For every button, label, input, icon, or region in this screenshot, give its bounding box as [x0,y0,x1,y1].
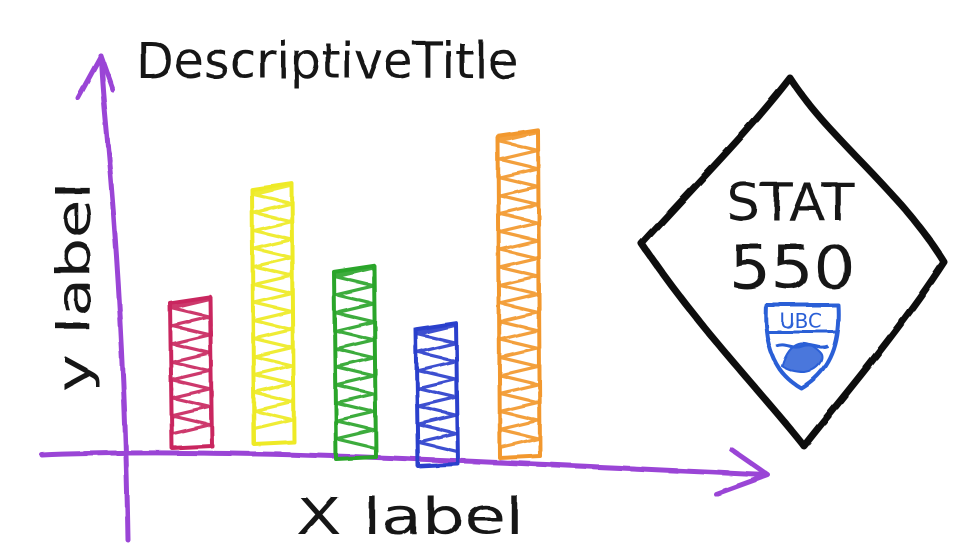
ubc-crest-icon: UBC [763,303,841,390]
bar [496,128,542,460]
badge-line1: STAT [726,173,854,233]
x-axis [39,447,771,497]
course-badge: STAT 550 UBC [638,74,948,450]
y-axis-label: y label [47,182,101,392]
bar [332,263,378,461]
bar [168,294,214,450]
chart-title: DescriptiveTitle [136,32,518,90]
badge-diamond [638,74,948,450]
bar [250,181,296,446]
badge-line2: 550 [729,233,855,303]
bar [414,321,460,468]
crest-text: UBC [780,309,822,333]
x-axis-label: X label [296,488,524,546]
bars [168,128,542,468]
